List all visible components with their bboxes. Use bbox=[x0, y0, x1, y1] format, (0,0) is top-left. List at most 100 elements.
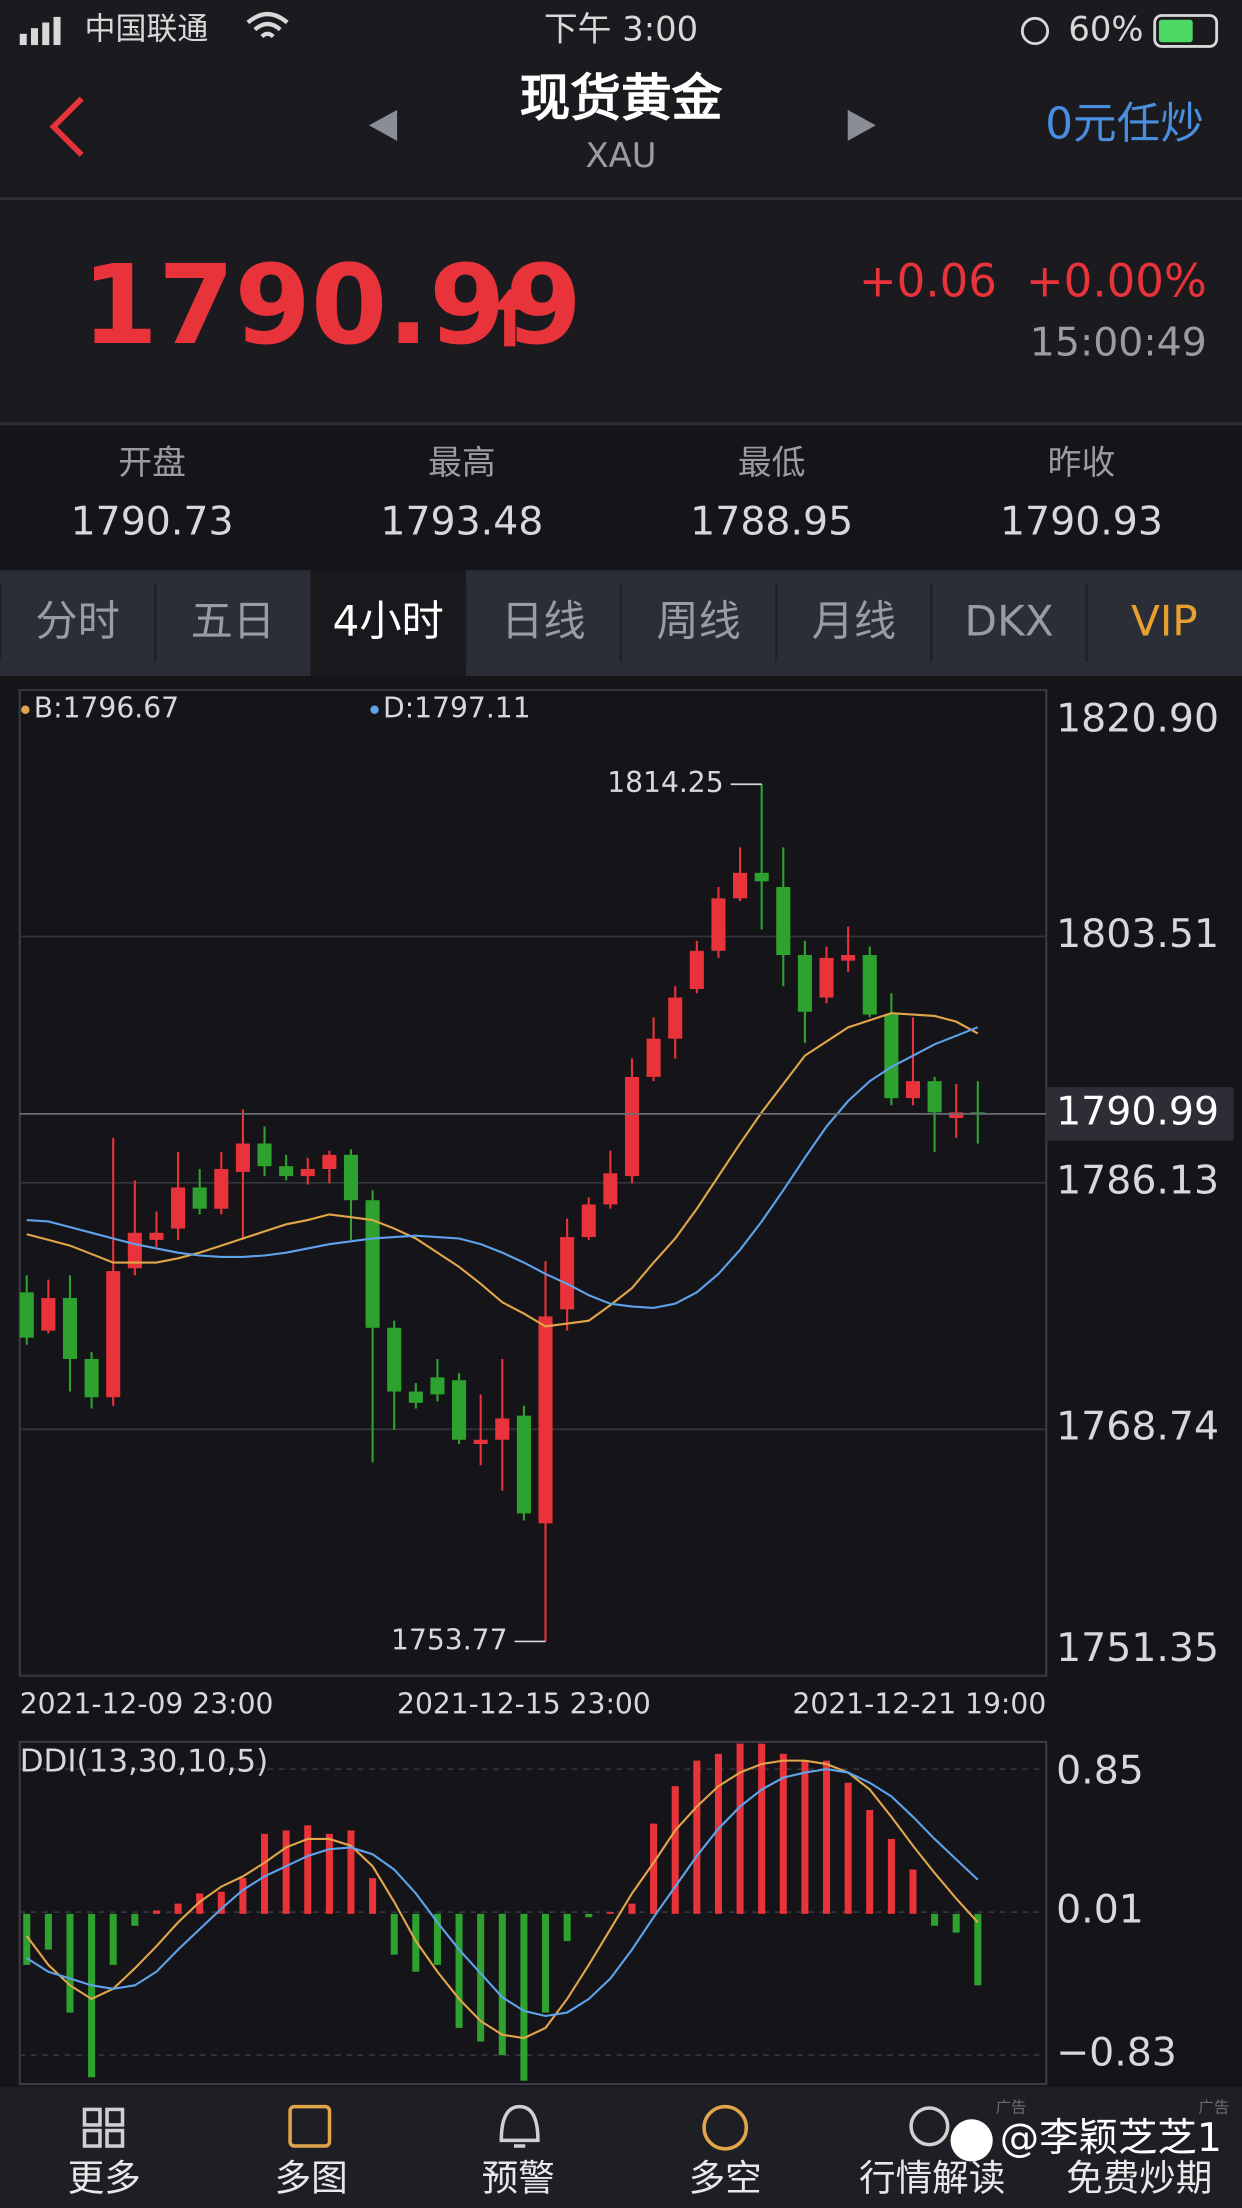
last-price-box bbox=[1046, 1087, 1234, 1141]
ad-label: 广告 bbox=[996, 2099, 1027, 2117]
candle-body bbox=[733, 872, 748, 899]
tab[interactable]: DKX bbox=[965, 596, 1054, 645]
candle-body bbox=[711, 898, 726, 951]
ddi-bar bbox=[693, 1760, 701, 1914]
ddi-bar bbox=[23, 1913, 31, 1965]
candle-body bbox=[668, 997, 683, 1039]
legend-dot bbox=[370, 705, 379, 714]
candle-body bbox=[689, 950, 704, 990]
candle-body bbox=[322, 1154, 337, 1170]
ddi-bar bbox=[952, 1913, 960, 1933]
ddi-bar bbox=[628, 1903, 636, 1914]
candle-body bbox=[19, 1292, 34, 1338]
ddi-bar bbox=[714, 1753, 722, 1914]
candle-body bbox=[927, 1081, 942, 1113]
candle-body bbox=[41, 1298, 56, 1331]
ddi-bar bbox=[477, 1913, 485, 2042]
up-arrow bbox=[492, 288, 527, 347]
y-tick-label: 1786.13 bbox=[1056, 1157, 1219, 1203]
legend-dot bbox=[21, 705, 30, 714]
nav-label[interactable]: 更多 bbox=[68, 2156, 141, 2199]
candle-body bbox=[495, 1418, 510, 1440]
candle-body bbox=[192, 1187, 207, 1209]
ddi-bar bbox=[152, 1910, 160, 1914]
action-link[interactable]: 0元任炒 bbox=[1045, 99, 1204, 150]
candle-body bbox=[862, 955, 877, 1015]
battery-percent: 60% bbox=[1068, 9, 1143, 48]
ddi-bar bbox=[823, 1760, 831, 1914]
tab[interactable]: 五日 bbox=[191, 596, 275, 645]
candle-body bbox=[365, 1200, 380, 1328]
quote-time: 15:00:49 bbox=[1030, 319, 1207, 365]
y-tick-label: 0.01 bbox=[1056, 1887, 1144, 1933]
ddi-bar bbox=[887, 1838, 895, 1914]
high-label: 1814.25 bbox=[607, 766, 723, 799]
ddi-bar bbox=[433, 1913, 441, 1965]
charts: 1820.90 1803.51 1786.13 1768.74 1751.35 2021-… bbox=[19, 689, 1234, 2081]
clock: 下午 3:00 bbox=[544, 9, 698, 48]
candle-body bbox=[387, 1327, 402, 1392]
indicator-line bbox=[26, 1026, 979, 1309]
candle-body bbox=[408, 1391, 423, 1403]
stat-value: 1788.95 bbox=[690, 498, 853, 544]
stat-label: 昨收 bbox=[1048, 443, 1116, 482]
battery-level bbox=[1158, 19, 1193, 43]
ddi-bar bbox=[974, 1913, 982, 1986]
ddi-bar bbox=[866, 1809, 874, 1914]
candle-body bbox=[949, 1112, 964, 1119]
ddi-bar bbox=[66, 1913, 74, 2013]
candle-body bbox=[62, 1298, 78, 1359]
back-button[interactable] bbox=[49, 96, 84, 157]
candle-body bbox=[560, 1237, 575, 1310]
nav-label[interactable]: 多图 bbox=[275, 2156, 348, 2199]
candle-body bbox=[127, 1232, 142, 1269]
nav-items: 更多 多图 预警 多空 行情解读 免费炒期 bbox=[68, 2156, 1213, 2199]
ddi-bar bbox=[542, 1913, 550, 2013]
ddi-bar bbox=[606, 1912, 614, 1914]
tab[interactable]: 月线 bbox=[812, 596, 896, 645]
prev-button[interactable] bbox=[368, 109, 398, 141]
candle-body bbox=[300, 1169, 315, 1177]
ddi-bar bbox=[498, 1913, 506, 2056]
legend-entry: B:1796.67 bbox=[34, 692, 179, 725]
ddi-bar bbox=[455, 1913, 463, 2028]
candle-body bbox=[754, 872, 769, 882]
y-tick-label: −0.83 bbox=[1056, 2030, 1177, 2076]
nav-icons bbox=[82, 2104, 950, 2151]
stat-value: 1790.73 bbox=[71, 498, 234, 544]
stats-row: 开盘 1790.73 最高 1793.48 最低 1788.95 昨收 1790.93 bbox=[71, 443, 1163, 544]
next-button[interactable] bbox=[847, 109, 876, 141]
ddi-bar bbox=[369, 1878, 377, 1914]
nav-label[interactable]: 预警 bbox=[482, 2156, 555, 2199]
tab[interactable]: 周线 bbox=[656, 596, 740, 645]
ddi-bar bbox=[217, 1891, 225, 1914]
candle-body bbox=[106, 1271, 121, 1398]
signal-icon bbox=[19, 16, 61, 46]
tab[interactable]: 日线 bbox=[501, 596, 585, 645]
tab[interactable]: VIP bbox=[1131, 596, 1198, 645]
stat-value: 1793.48 bbox=[380, 498, 543, 544]
tab[interactable]: 4小时 bbox=[332, 596, 443, 645]
ddi-panel-frame bbox=[18, 1740, 1048, 2086]
ddi-bar bbox=[758, 1743, 766, 1914]
candle-body bbox=[214, 1169, 229, 1209]
candle-body bbox=[257, 1143, 272, 1167]
ddi-bar bbox=[650, 1823, 658, 1914]
ddi-bar bbox=[844, 1782, 852, 1914]
ddi-bar bbox=[282, 1830, 290, 1914]
wifi-icon bbox=[246, 11, 289, 39]
nav-label[interactable]: 多空 bbox=[689, 2156, 762, 2199]
candle-body bbox=[430, 1377, 445, 1395]
candle-body bbox=[624, 1076, 640, 1177]
ddi-bar bbox=[563, 1913, 571, 1942]
x-tick-label: 2021-12-15 23:00 bbox=[397, 1687, 651, 1720]
ddi-bar bbox=[909, 1869, 917, 1914]
indicator-title: DDI(13,30,10,5) bbox=[20, 1744, 268, 1780]
nav-label[interactable]: 免费炒期 bbox=[1066, 2156, 1212, 2199]
carrier: 中国联通 bbox=[84, 11, 208, 47]
candle-body bbox=[516, 1415, 531, 1514]
nav-label[interactable]: 行情解读 bbox=[859, 2156, 1005, 2199]
ddi-bar bbox=[131, 1913, 139, 1926]
tab[interactable]: 分时 bbox=[35, 596, 119, 645]
